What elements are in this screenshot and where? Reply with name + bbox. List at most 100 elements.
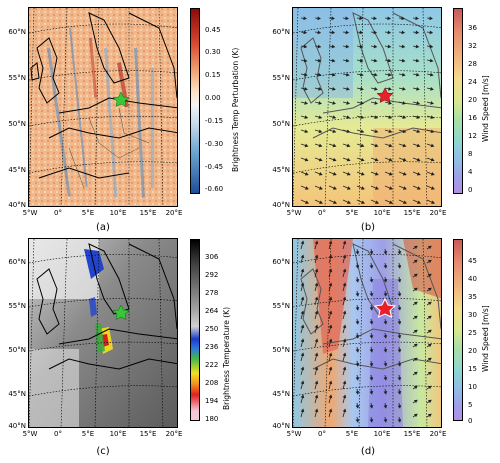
wind-arrow-head (359, 72, 364, 77)
wind-arrow-head (427, 245, 432, 250)
wind-arrow-head (318, 157, 323, 162)
wind-arrow-head (373, 16, 377, 21)
lat-b-55: 55°N (272, 74, 290, 82)
wind-arrow-head (355, 279, 360, 283)
wind-arrow-head (300, 240, 305, 245)
wind-arrow-head (397, 321, 402, 325)
wind-arrow-head (317, 72, 322, 77)
wind-arrow-head (314, 254, 319, 259)
wind-arrow-head (342, 338, 347, 343)
wind-arrow-head (345, 16, 349, 21)
wind-arrow-head (369, 265, 374, 269)
wind-arrow (440, 60, 441, 61)
wind-arrow-head (332, 129, 337, 134)
cbar-d-tick: 30 (468, 311, 477, 319)
wind-arrow-head (413, 371, 418, 376)
wind-arrow-head (427, 413, 432, 418)
wind-arrow-head (402, 143, 407, 148)
wind-arrow-head (397, 251, 402, 255)
green-star-marker (112, 304, 130, 320)
wind-arrow-head (373, 44, 378, 49)
lat-a-40: 40°N (8, 201, 26, 209)
cbar-c-tick: 208 (205, 379, 219, 387)
wind-arrow-head (374, 143, 379, 148)
lon-b-5w: 5°W (286, 209, 302, 217)
wind-arrow-head (430, 172, 435, 176)
cbar-d-tick: 0 (468, 417, 473, 425)
red-star-marker (376, 87, 394, 103)
wind-arrow-head (342, 240, 347, 245)
wind-arrow-head (415, 44, 420, 49)
wind-arrow-head (383, 293, 388, 297)
wind-arrow-head (331, 58, 336, 63)
lon-a-20e: 20°E (165, 209, 183, 217)
wind-arrow (440, 144, 441, 145)
wind-arrow (440, 200, 441, 201)
cbar-d-tick: 5 (468, 401, 473, 409)
cbar-b-tick: 20 (468, 96, 477, 104)
wind-arrow-head (388, 129, 393, 134)
wind-arrow-head (332, 101, 337, 105)
wind-arrow-head (388, 87, 392, 91)
wind-arrow-head (374, 172, 379, 176)
wind-arrow-head (303, 44, 308, 49)
wind-arrow (440, 88, 441, 89)
wind-arrow-head (427, 357, 432, 362)
wind-arrow-head (387, 16, 391, 21)
wind-arrow-head (430, 87, 434, 91)
wind-arrow-head (314, 408, 319, 413)
wind-arrow-head (427, 343, 432, 348)
wind-arrow (440, 304, 441, 305)
cbar-c-tick: 236 (205, 343, 219, 351)
wind-arrow-head (369, 293, 374, 297)
wind-arrow-head (304, 143, 309, 148)
wind-arrow-head (383, 265, 388, 269)
wind-arrow-head (345, 58, 350, 63)
cbar-d-tick: 45 (468, 257, 477, 265)
colorbar-b (453, 8, 463, 194)
wind-arrow (440, 158, 441, 159)
wind-arrow-head (416, 101, 421, 105)
wind-arrow-head (427, 371, 432, 376)
wind-arrow-head (328, 394, 333, 399)
lat-b-60: 60°N (272, 28, 290, 36)
wind-arrow-head (383, 279, 388, 283)
wind-arrow-head (430, 186, 435, 190)
wind-arrow-head (369, 279, 374, 283)
cbar-d-tick: 25 (468, 329, 477, 337)
wind-arrow-head (369, 391, 374, 395)
wind-arrow-head (383, 419, 388, 423)
wind-arrow-head (331, 72, 336, 77)
wind-arrow (440, 374, 441, 375)
wind-arrow-head (328, 240, 333, 245)
wind-arrow-head (397, 363, 402, 367)
lat-c-55: 55°N (8, 302, 26, 310)
wind-arrow-head (342, 282, 347, 287)
wind-arrow-head (346, 115, 351, 119)
wind-arrow-head (328, 310, 333, 315)
wind-arrow-head (300, 352, 305, 357)
wind-arrow-head (383, 251, 388, 255)
wind-arrow-head (332, 186, 337, 190)
wind-arrow (440, 276, 441, 277)
lon-a-5e: 5°E (81, 209, 95, 217)
wind-arrow-head (369, 377, 374, 381)
wind-arrow-head (342, 310, 347, 315)
wind-arrow-head (427, 287, 432, 292)
wind-arrow-head (369, 405, 374, 409)
wind-arrow-head (430, 115, 435, 119)
panel-a-label: (a) (96, 222, 110, 233)
wind-arrow-head (383, 405, 388, 409)
wind-arrow-head (416, 143, 421, 148)
wind-arrow (440, 248, 441, 249)
wind-arrow-head (397, 349, 402, 353)
wind-arrow-head (314, 324, 319, 329)
wind-arrow-head (346, 172, 351, 176)
wind-arrow-head (383, 335, 388, 339)
wind-arrow-head (374, 87, 378, 91)
cbar-c-tick: 306 (205, 253, 219, 261)
cbar-a-tick: -0.60 (205, 185, 224, 193)
wind-arrow-head (413, 399, 418, 404)
wind-arrow-head (387, 30, 392, 35)
lon-b-20e: 20°E (429, 209, 447, 217)
